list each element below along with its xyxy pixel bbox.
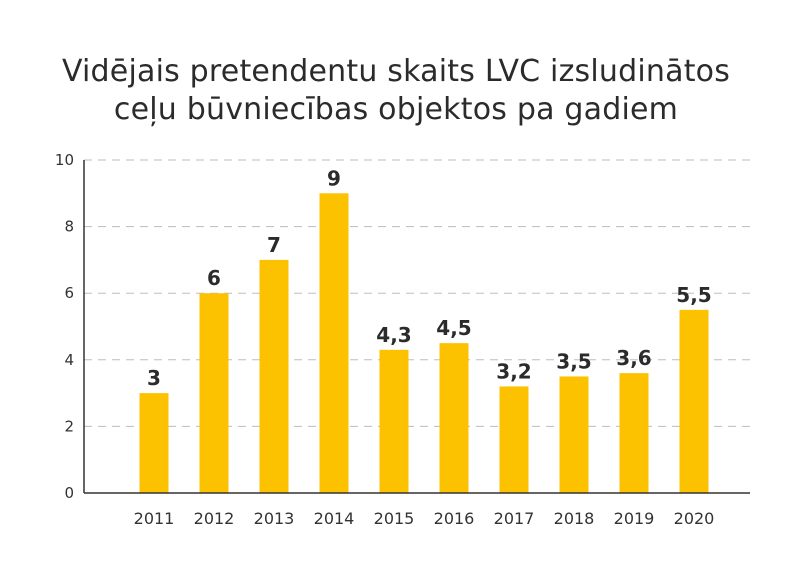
data-label: 4,3 <box>376 323 411 347</box>
x-tick-label: 2014 <box>314 509 355 528</box>
y-tick-label: 10 <box>55 151 74 169</box>
x-tick-label: 2015 <box>374 509 415 528</box>
bar <box>499 386 529 493</box>
chart-title-line-2: ceļu būvniecības objektos pa gadiem <box>113 92 679 127</box>
data-label: 7 <box>267 233 281 257</box>
bar <box>619 373 649 493</box>
y-tick-label: 0 <box>64 484 74 502</box>
x-tick-label: 2018 <box>554 509 595 528</box>
x-tick-label: 2012 <box>194 509 235 528</box>
bar <box>559 376 589 493</box>
data-label: 9 <box>327 166 341 190</box>
bar <box>439 343 469 493</box>
y-tick-label: 4 <box>64 351 74 369</box>
y-tick-label: 2 <box>64 417 74 435</box>
data-label: 3,6 <box>616 346 651 370</box>
bar <box>139 393 169 493</box>
x-tick-label: 2016 <box>434 509 475 528</box>
x-tick-label: 2020 <box>674 509 715 528</box>
bar <box>379 349 409 493</box>
y-tick-label: 8 <box>64 218 74 236</box>
x-tick-label: 2013 <box>254 509 295 528</box>
x-tick-label: 2019 <box>614 509 655 528</box>
bar <box>679 309 709 493</box>
data-label: 3 <box>147 366 161 390</box>
chart-title-line-1: Vidējais pretendentu skaits LVC izsludin… <box>61 54 731 89</box>
data-label: 4,5 <box>436 316 471 340</box>
bar <box>199 293 229 493</box>
x-tick-label: 2011 <box>134 509 175 528</box>
y-tick-label: 6 <box>64 284 74 302</box>
x-tick-label: 2017 <box>494 509 535 528</box>
bar <box>319 193 349 494</box>
data-label: 5,5 <box>676 283 711 307</box>
bar <box>259 259 289 493</box>
data-label: 6 <box>207 266 221 290</box>
data-label: 3,2 <box>496 359 531 383</box>
data-label: 3,5 <box>556 349 591 373</box>
